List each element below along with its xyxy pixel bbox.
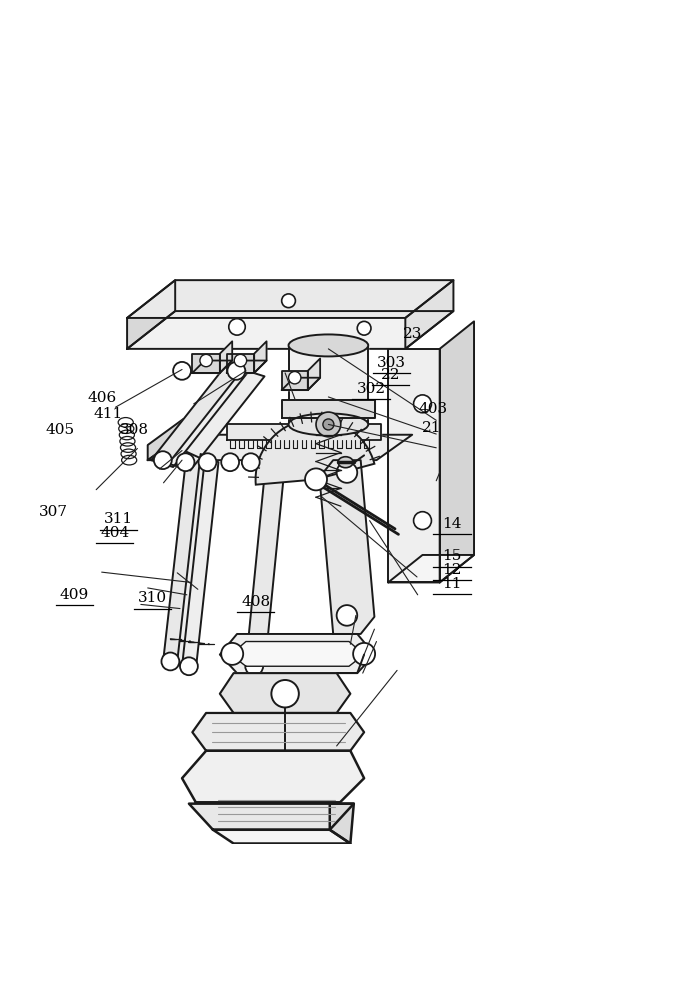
Circle shape: [289, 372, 301, 384]
Polygon shape: [127, 311, 453, 349]
Polygon shape: [127, 280, 453, 318]
Polygon shape: [227, 361, 267, 373]
Circle shape: [271, 680, 299, 707]
Text: 311: 311: [104, 512, 133, 526]
Ellipse shape: [289, 334, 368, 356]
Polygon shape: [330, 804, 354, 844]
Polygon shape: [127, 280, 175, 349]
Polygon shape: [231, 642, 364, 666]
Text: 404: 404: [100, 526, 129, 540]
Text: 411: 411: [94, 407, 123, 421]
Circle shape: [337, 462, 357, 483]
Circle shape: [414, 512, 431, 530]
Circle shape: [221, 453, 239, 471]
Polygon shape: [192, 713, 364, 751]
Circle shape: [337, 605, 357, 626]
Circle shape: [414, 395, 431, 413]
Text: 23: 23: [403, 327, 422, 341]
Polygon shape: [405, 280, 453, 349]
Text: 303: 303: [377, 356, 406, 370]
Circle shape: [282, 294, 295, 308]
Polygon shape: [246, 455, 285, 670]
Circle shape: [180, 657, 198, 675]
Circle shape: [357, 321, 371, 335]
Text: 310: 310: [138, 591, 167, 605]
Polygon shape: [148, 419, 183, 460]
Polygon shape: [220, 634, 374, 673]
Text: 14: 14: [442, 517, 462, 531]
Circle shape: [305, 468, 327, 490]
Circle shape: [200, 354, 212, 367]
Text: 406: 406: [87, 391, 116, 405]
Circle shape: [221, 643, 243, 665]
Text: 405: 405: [46, 423, 75, 437]
Polygon shape: [192, 354, 220, 373]
Ellipse shape: [338, 457, 353, 468]
Text: 409: 409: [60, 588, 89, 602]
Polygon shape: [220, 341, 232, 373]
Polygon shape: [308, 358, 320, 390]
Polygon shape: [282, 400, 375, 418]
Polygon shape: [213, 830, 350, 844]
Polygon shape: [182, 751, 364, 802]
Circle shape: [353, 643, 375, 665]
Polygon shape: [388, 555, 474, 582]
Polygon shape: [227, 354, 254, 373]
Polygon shape: [227, 424, 381, 440]
Polygon shape: [440, 321, 474, 582]
Polygon shape: [319, 460, 374, 634]
Text: 12: 12: [442, 563, 462, 577]
Circle shape: [245, 657, 263, 675]
Circle shape: [173, 362, 191, 380]
Circle shape: [234, 354, 247, 367]
Text: 302: 302: [357, 382, 385, 396]
Polygon shape: [148, 435, 412, 460]
Polygon shape: [282, 371, 308, 390]
Text: 308: 308: [120, 423, 148, 437]
Polygon shape: [189, 804, 354, 830]
Circle shape: [229, 319, 245, 335]
Circle shape: [323, 419, 334, 430]
Text: 21: 21: [422, 421, 441, 435]
Wedge shape: [256, 419, 374, 485]
Circle shape: [177, 453, 194, 471]
Text: 408: 408: [241, 595, 270, 609]
Text: 11: 11: [442, 577, 462, 591]
Polygon shape: [151, 366, 247, 467]
Circle shape: [199, 453, 216, 471]
Text: 15: 15: [442, 549, 462, 563]
Polygon shape: [192, 361, 232, 373]
Text: 22: 22: [381, 368, 400, 382]
Polygon shape: [168, 369, 264, 470]
Circle shape: [227, 362, 245, 380]
Circle shape: [316, 412, 341, 437]
Polygon shape: [388, 349, 440, 582]
Circle shape: [242, 453, 260, 471]
Polygon shape: [282, 378, 320, 390]
Polygon shape: [164, 452, 205, 666]
Text: 403: 403: [418, 402, 447, 416]
Circle shape: [161, 653, 179, 670]
Polygon shape: [177, 454, 218, 670]
Ellipse shape: [289, 413, 368, 435]
Polygon shape: [289, 345, 368, 424]
Circle shape: [154, 451, 172, 469]
Polygon shape: [254, 341, 267, 373]
Polygon shape: [220, 673, 350, 713]
Text: 307: 307: [39, 505, 68, 519]
